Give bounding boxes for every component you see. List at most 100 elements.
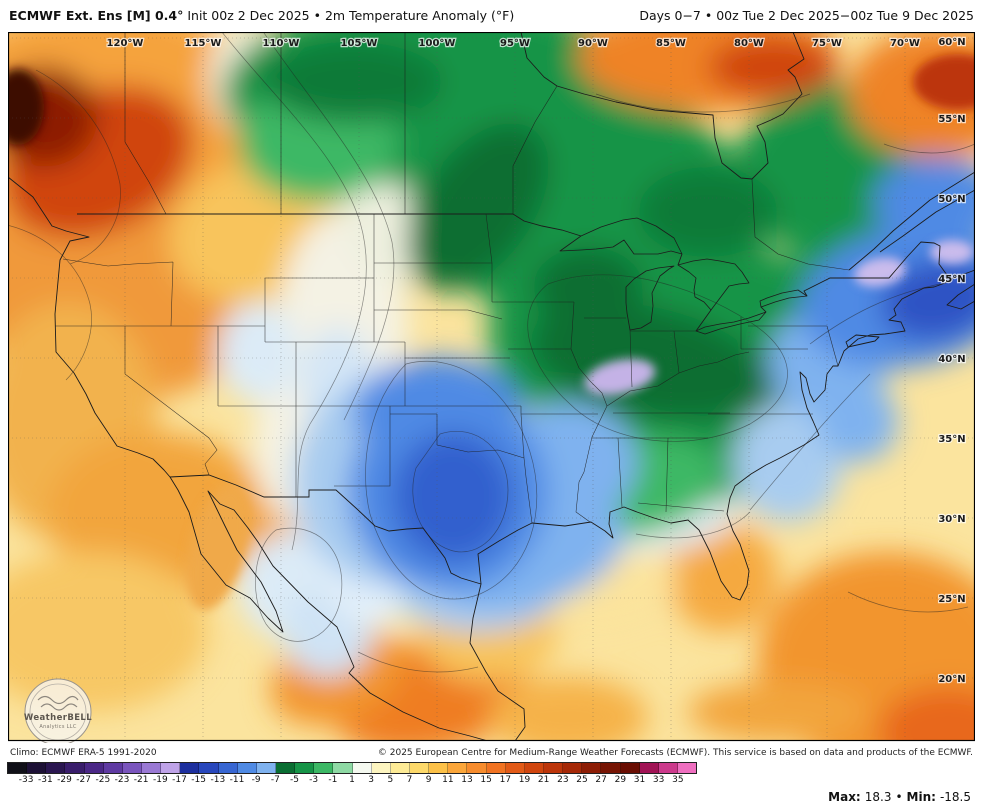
colorbar-cell	[505, 763, 525, 773]
lat-label: 50°N	[938, 194, 965, 205]
lon-label: 70°W	[890, 38, 920, 49]
colorbar-tick-label: 23	[557, 775, 569, 785]
anomaly-blob	[818, 382, 898, 462]
coastline-west-path	[8, 176, 489, 741]
state-borders-path	[55, 213, 839, 524]
colorbar-tick-label: 35	[672, 775, 684, 785]
map-subfooter: Climo: ECMWF ERA-5 1991-2020 © 2025 Euro…	[0, 745, 983, 761]
colorbar-cell	[65, 763, 85, 773]
colorbar-cell	[141, 763, 162, 773]
st-lawrence-path	[848, 171, 975, 271]
lon-label: 100°W	[419, 38, 456, 49]
map-header: ECMWF Ext. Ens [M] 0.4° Init 00z 2 Dec 2…	[0, 0, 983, 30]
logo-subtitle: Analytics LLC	[39, 724, 76, 730]
colorbar-tick-label: -31	[37, 775, 53, 785]
anomaly-blob	[186, 483, 250, 611]
anomaly-blob	[733, 402, 843, 522]
anomaly-blob	[533, 247, 643, 327]
colorbar-tick-label: 31	[633, 775, 646, 785]
colorbar-cell	[352, 763, 372, 773]
colorbar-cell	[122, 763, 142, 773]
colorbar-tick-label: 13	[461, 775, 473, 785]
map-title: ECMWF Ext. Ens [M] 0.4° Init 00z 2 Dec 2…	[9, 8, 514, 23]
anomaly-blob	[930, 240, 974, 264]
colorbar-cell	[333, 763, 353, 773]
weatherbell-logo: WeatherBELL Analytics LLC	[24, 678, 92, 743]
stats-separator: •	[895, 790, 903, 804]
anomaly-blob	[584, 358, 656, 396]
map: 120°W 115°W 110°W 105°W 100°W 95°W 90°W 85°W 80°…	[0, 30, 983, 745]
colorbar-cell	[371, 763, 391, 773]
anomaly-blob	[263, 42, 443, 122]
colorbar-tick-label: -19	[152, 775, 168, 785]
colorbar-tick-label: -27	[76, 775, 92, 785]
colorbar-cell	[295, 763, 315, 773]
contour-lines-path	[8, 32, 975, 673]
colorbar-cell	[180, 763, 200, 773]
colorbar-cell	[275, 763, 296, 773]
lat-label: 60°N	[938, 37, 965, 48]
lon-label: 85°W	[656, 38, 686, 49]
colorbar-tick-label: 3	[368, 775, 375, 785]
colorbar-cell	[524, 763, 544, 773]
colorbar-tick-label: -13	[210, 775, 226, 785]
anomaly-blob	[708, 37, 838, 97]
colorbar-tick-label: 5	[387, 775, 394, 785]
anomaly-blob	[854, 257, 906, 287]
geography	[8, 32, 975, 741]
nova-scotia-path	[946, 283, 975, 310]
colorbar-tick-label: 17	[499, 775, 512, 785]
colorbar-tick-label: 11	[442, 775, 454, 785]
colorbar-tick-label: 29	[614, 775, 627, 785]
colorbar-cell	[639, 763, 659, 773]
lon-label: 90°W	[578, 38, 608, 49]
colorbar-tick-label: -3	[309, 775, 319, 785]
colorbar-cell	[563, 763, 583, 773]
anomaly-blob	[668, 522, 778, 632]
colorbar-cell	[237, 763, 257, 773]
anomaly-blob	[218, 302, 298, 402]
lat-label: 20°N	[938, 674, 965, 685]
colorbar-tick-label: 25	[576, 775, 588, 785]
copyright-note: © 2025 European Centre for Medium-Range …	[377, 748, 973, 758]
colorbar-tick-label: -1	[328, 775, 338, 785]
long-island-path	[845, 334, 880, 348]
anomaly-blob	[880, 259, 975, 341]
anomaly-field	[8, 32, 975, 741]
colorbar-tick-label: -33	[18, 775, 34, 785]
anomaly-blob	[873, 157, 975, 247]
colorbar-tick-label: 21	[537, 775, 550, 785]
logo-circle	[24, 678, 92, 743]
colorbar-cell	[8, 763, 28, 773]
colorbar-tick-label: -23	[114, 775, 130, 785]
anomaly-contours	[8, 32, 975, 673]
min-value: -18.5	[939, 790, 971, 804]
lon-label: 105°W	[341, 38, 378, 49]
colorbar-zone: -33 -31 -29 -27 -25 -23 -21 -19 -17 -15 -13 -11 -9 -7…	[0, 761, 983, 787]
colorbar-tick-label: 7	[406, 775, 413, 785]
lat-label: 25°N	[938, 594, 965, 605]
colorbar-tick-label: -7	[270, 775, 280, 785]
lon-label: 75°W	[812, 38, 842, 49]
anomaly-blob	[8, 69, 44, 145]
colorbar-cell	[314, 763, 334, 773]
colorbar-cell	[677, 763, 697, 773]
province-borders-path	[124, 32, 850, 271]
anomaly-blob	[913, 54, 975, 110]
lon-label: 115°W	[185, 38, 222, 49]
colorbar-tick-label: -15	[191, 775, 207, 785]
anomaly-blob	[488, 677, 648, 741]
axis-labels: 120°W 115°W 110°W 105°W 100°W 95°W 90°W 85°W 80°…	[105, 36, 967, 686]
colorbar-cell	[429, 763, 449, 773]
colorbar-tick-label: -9	[251, 775, 261, 785]
map-title-model: ECMWF Ext. Ens [M] 0.4°	[9, 7, 184, 23]
colorbar-tick-label: 19	[518, 775, 531, 785]
colorbar-cell	[620, 763, 640, 773]
colorbar	[7, 762, 697, 774]
colorbar-cell	[448, 763, 468, 773]
lat-label: 45°N	[938, 274, 965, 285]
colorbar-cell	[199, 763, 219, 773]
logo-wave-icon	[37, 695, 79, 711]
lat-label: 35°N	[938, 434, 965, 445]
colorbar-tick-label: -25	[95, 775, 111, 785]
